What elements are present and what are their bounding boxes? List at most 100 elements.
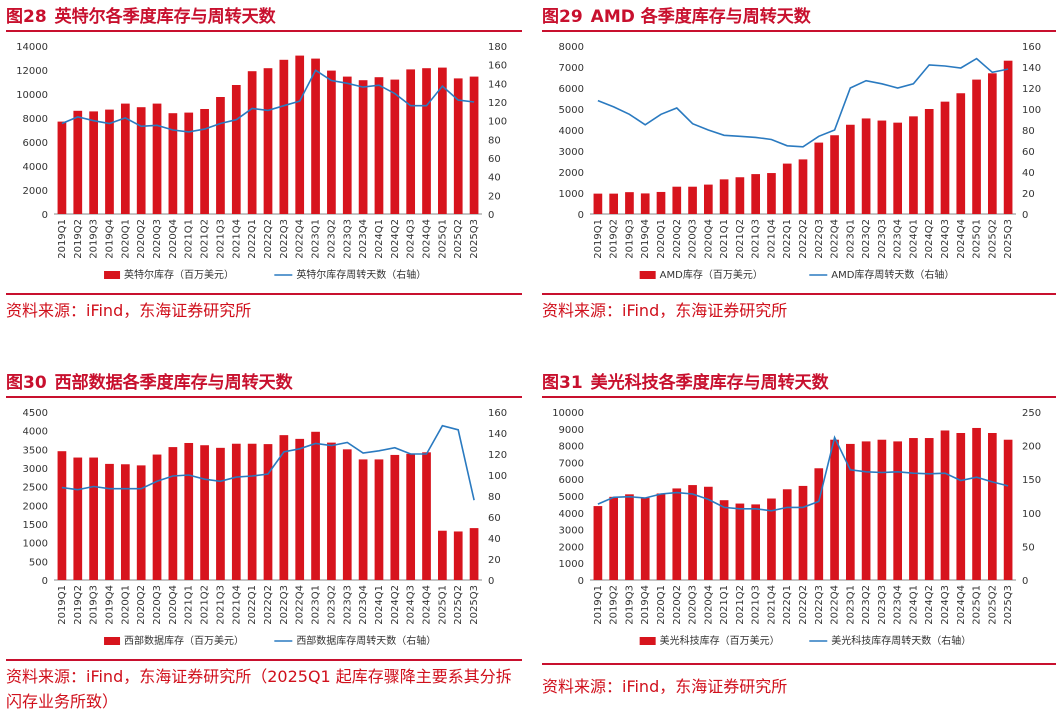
x-tick-label-2020Q3: 2020Q3 [152,585,163,625]
bar-2019Q2 [73,457,83,580]
bar-2022Q3 [279,435,289,580]
bar-2025Q1 [438,67,447,214]
y2-tick-label-5: 250 [1022,408,1041,419]
bar-2023Q1 [311,58,320,214]
x-tick-label-2025Q2: 2025Q2 [987,585,998,625]
bar-2023Q1 [845,443,855,580]
x-tick-label-2022Q1: 2022Q1 [782,219,793,259]
figure-title: 英特尔各季度库存与周转天数 [54,7,276,27]
bar-2021Q1 [719,179,729,214]
title-rule [6,30,522,32]
x-tick-label-2022Q1: 2022Q1 [247,585,258,625]
bar-2022Q3 [814,468,824,580]
y-tick-label-2: 4000 [23,162,48,173]
x-tick-label-2023Q1: 2023Q1 [845,585,856,625]
y-tick-label-4: 2000 [23,501,48,512]
y2-tick-label-3: 60 [488,513,501,524]
source-note: 资料来源：iFind，东海证券研究所 [542,301,788,320]
bar-2025Q2 [453,531,463,580]
bar-2024Q2 [390,79,400,214]
y2-tick-label-4: 80 [488,135,501,146]
legend-bar-swatch [639,637,656,645]
legend-bar-swatch [639,271,656,279]
bar-2020Q3 [152,103,162,214]
y-tick-label-7: 3500 [23,445,48,456]
x-tick-label-2024Q4: 2024Q4 [422,585,433,625]
bar-2022Q1 [247,443,257,580]
y-tick-label-2: 1000 [23,539,48,550]
x-tick-label-2024Q3: 2024Q3 [940,585,951,625]
bar-2021Q3 [216,447,225,580]
y-tick-label-8: 4000 [23,427,48,438]
x-tick-label-2019Q2: 2019Q2 [73,219,84,259]
x-tick-label-2019Q4: 2019Q4 [104,219,115,259]
y-tick-label-6: 12000 [16,66,48,77]
y-tick-label-0: 0 [42,210,48,221]
y-tick-label-0: 0 [578,210,584,221]
turnover-days-line [597,57,1009,148]
bar-2025Q3 [469,76,479,214]
bar-2022Q4 [830,439,839,580]
bar-2021Q4 [231,443,241,580]
bar-2019Q1 [593,193,603,214]
panel-title: 图31 美光科技各季度库存与周转天数 [542,368,837,393]
figure-label: 图28 [6,7,47,27]
x-tick-label-2023Q1: 2023Q1 [845,219,856,259]
x-tick-label-2021Q2: 2021Q2 [200,219,211,259]
bar-2019Q4 [640,193,650,214]
x-tick-label-2021Q1: 2021Q1 [719,585,730,625]
bar-2024Q3 [406,69,416,215]
x-tick-label-2024Q1: 2024Q1 [908,585,919,625]
x-tick-label-2024Q3: 2024Q3 [406,585,417,625]
y-tick-label-2: 2000 [559,168,584,179]
bar-2022Q2 [263,68,273,214]
y-tick-label-4: 4000 [559,509,584,520]
bar-2019Q3 [625,494,634,580]
x-tick-label-2020Q1: 2020Q1 [656,585,667,625]
y-tick-label-0: 0 [42,576,48,587]
y2-tick-label-7: 140 [488,429,507,440]
y-tick-label-4: 8000 [23,114,48,125]
x-tick-label-2022Q3: 2022Q3 [814,219,825,259]
bar-2020Q4 [703,486,713,580]
bar-2020Q1 [120,464,130,580]
bar-2020Q2 [136,107,146,214]
x-tick-label-2019Q3: 2019Q3 [624,219,635,259]
y2-tick-label-7: 140 [488,79,507,90]
x-tick-label-2022Q3: 2022Q3 [814,585,825,625]
y-tick-label-8: 8000 [559,42,584,53]
x-tick-label-2024Q1: 2024Q1 [374,585,385,625]
bar-2021Q2 [200,445,209,580]
bar-2025Q1 [972,79,981,214]
bar-2019Q2 [609,193,619,214]
x-tick-label-2025Q1: 2025Q1 [972,585,983,625]
y-tick-label-5: 5000 [559,492,584,503]
y-tick-label-2: 2000 [559,542,584,553]
source-rule [542,293,1056,295]
bar-2023Q3 [342,76,352,214]
x-tick-label-2020Q3: 2020Q3 [688,219,699,259]
x-tick-label-2022Q1: 2022Q1 [782,585,793,625]
x-tick-label-2022Q2: 2022Q2 [263,219,274,259]
x-tick-label-2023Q4: 2023Q4 [893,219,904,259]
x-tick-label-2022Q4: 2022Q4 [830,585,841,625]
x-tick-label-2021Q3: 2021Q3 [215,585,226,625]
bar-2020Q4 [703,184,713,214]
bar-2021Q3 [216,97,225,214]
bar-2020Q3 [688,186,697,214]
bar-2022Q4 [830,135,839,214]
x-tick-label-2021Q2: 2021Q2 [735,219,746,259]
source-note: 资料来源：iFind，东海证券研究所 [6,301,252,320]
x-tick-label-2023Q2: 2023Q2 [326,585,337,625]
y2-tick-label-0: 0 [1022,576,1028,587]
bar-2023Q2 [861,118,871,214]
bar-2022Q1 [782,489,792,580]
x-tick-label-2019Q2: 2019Q2 [609,585,620,625]
bar-2024Q4 [956,93,966,214]
bar-2024Q2 [390,454,400,580]
bar-2019Q4 [640,497,650,580]
bar-2022Q1 [782,163,792,214]
x-tick-label-2021Q2: 2021Q2 [200,585,211,625]
bar-2024Q1 [909,438,918,580]
y2-tick-label-5: 100 [488,471,507,482]
